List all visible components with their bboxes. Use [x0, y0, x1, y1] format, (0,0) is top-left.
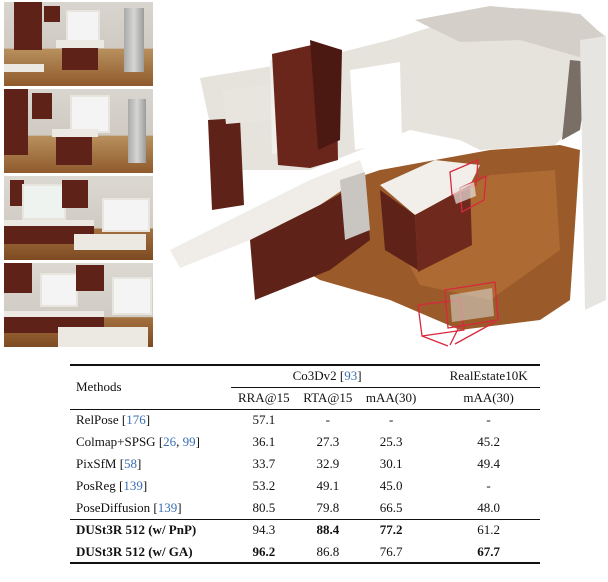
- table-row: Colmap+SPSG [26, 99] 36.1 27.3 25.3 45.2: [76, 434, 500, 449]
- camera-frustums: [417, 158, 499, 347]
- header-rra15: RRA@15: [237, 390, 290, 405]
- header-rta15: RTA@15: [303, 390, 353, 405]
- table-row: PosReg [139] 53.2 49.1 45.0 -: [76, 478, 491, 493]
- table-row: PoseDiffusion [139] 80.5 79.8 66.5 48.0: [76, 499, 500, 515]
- results-table: Methods Co3Dv2 [93] RealEstate10K RRA@15…: [70, 364, 540, 564]
- table-row: PixSfM [58] 33.7 32.9 30.1 49.4: [76, 456, 500, 471]
- table-row: DUSt3R 512 (w/ GA) 96.2 86.8 76.7 67.7: [70, 541, 540, 563]
- input-view-3: [4, 176, 153, 260]
- header-methods: Methods: [76, 379, 122, 395]
- input-view-1: [4, 2, 153, 86]
- input-views: [4, 2, 153, 350]
- table-row: RelPose [176] 57.1 - - -: [70, 409, 540, 431]
- header-co3dv2: Co3Dv2 [93]: [231, 365, 424, 388]
- header-realestate10k: RealEstate10K: [423, 365, 540, 388]
- header-maa30-re10k: mAA(30): [463, 390, 514, 405]
- table-row: DUSt3R 512 (w/ PnP) 94.3 88.4 77.2 61.2: [70, 519, 540, 541]
- input-view-2: [4, 89, 153, 173]
- reconstruction-pointcloud: [170, 6, 606, 347]
- header-maa30-co3d: mAA(30): [365, 390, 417, 405]
- input-view-4: [4, 263, 153, 347]
